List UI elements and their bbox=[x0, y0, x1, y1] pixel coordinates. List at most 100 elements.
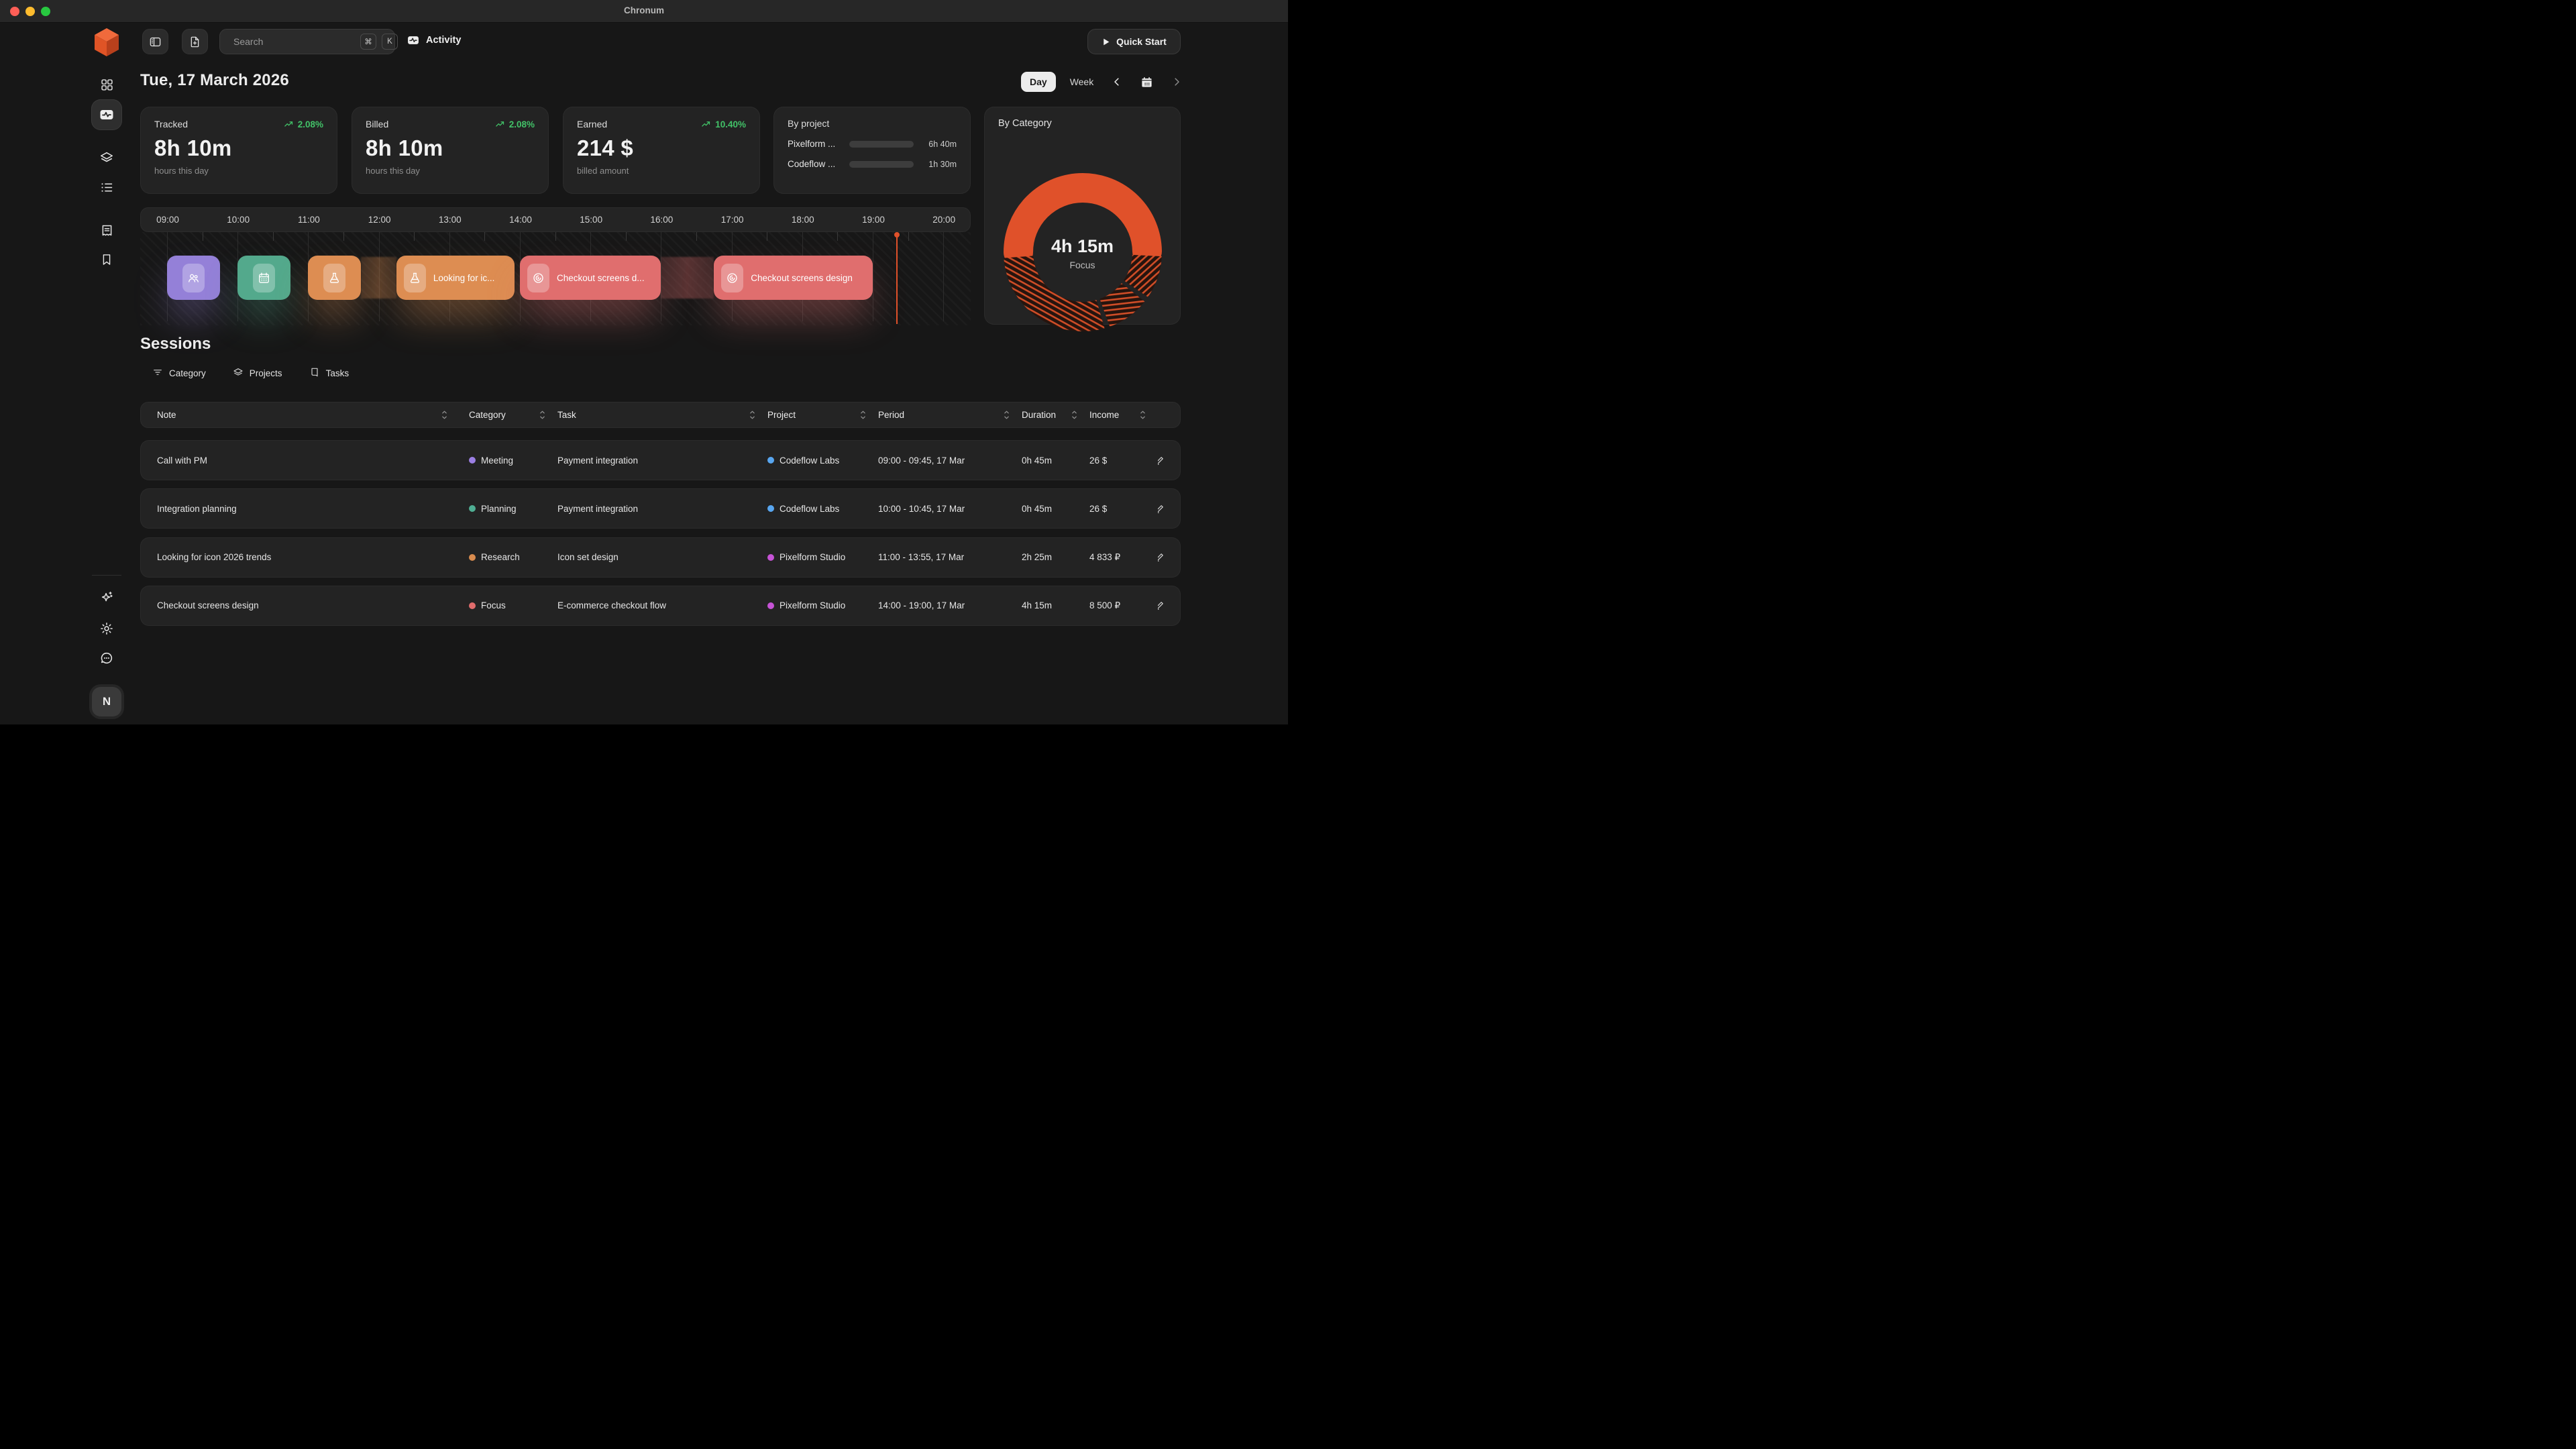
view-day-button[interactable]: Day bbox=[1021, 72, 1056, 92]
toggle-sidebar-button[interactable] bbox=[142, 29, 168, 54]
by-project-card: By project Pixelform ... 6h 40m Codeflow… bbox=[773, 107, 971, 194]
session-income: 26 $ bbox=[1089, 455, 1108, 466]
timeline-event[interactable] bbox=[308, 256, 362, 300]
quick-start-button[interactable]: Quick Start bbox=[1087, 29, 1181, 54]
sort-income-button[interactable] bbox=[1138, 410, 1147, 420]
project-dot bbox=[767, 457, 774, 464]
app-logo[interactable] bbox=[93, 28, 120, 60]
session-period: 11:00 - 13:55, 17 Mar bbox=[878, 552, 965, 563]
tab-activity[interactable]: Activity bbox=[407, 34, 461, 47]
sort-duration-button[interactable] bbox=[1070, 410, 1079, 420]
sidebar-item-projects[interactable] bbox=[91, 142, 122, 173]
session-row[interactable]: Looking for icon 2026 trends Research Ic… bbox=[140, 537, 1181, 578]
session-note: Call with PM bbox=[157, 455, 208, 466]
sort-category-button[interactable] bbox=[538, 410, 547, 420]
timeline-event[interactable] bbox=[237, 256, 291, 300]
cube-logo-icon bbox=[95, 28, 119, 56]
sidebar-item-assistant[interactable] bbox=[91, 582, 122, 613]
calendar-picker-button[interactable] bbox=[1140, 76, 1153, 89]
project-dot bbox=[767, 505, 774, 513]
stat-value: 214 $ bbox=[577, 136, 634, 160]
session-duration: 4h 15m bbox=[1022, 600, 1053, 611]
edit-session-button[interactable] bbox=[1158, 551, 1165, 563]
sort-period-button[interactable] bbox=[1002, 410, 1011, 420]
session-row[interactable]: Checkout screens design Focus E-commerce… bbox=[140, 585, 1181, 626]
cmd-key-hint: ⌘ bbox=[360, 34, 376, 50]
sidebar-item-bookmarks[interactable] bbox=[91, 244, 122, 275]
timeline-hour-label: 19:00 bbox=[862, 215, 885, 225]
sort-icon bbox=[750, 411, 755, 419]
sidebar-item-dashboard[interactable] bbox=[91, 69, 122, 100]
users-icon bbox=[189, 274, 199, 282]
avatar-initial: N bbox=[102, 695, 111, 708]
search-input[interactable]: ⌘ K bbox=[219, 29, 398, 54]
user-avatar[interactable]: N bbox=[92, 687, 121, 716]
layers-icon bbox=[233, 368, 243, 376]
prev-day-button[interactable] bbox=[1111, 76, 1123, 88]
calendar-chip bbox=[253, 263, 276, 292]
category-dot bbox=[469, 602, 476, 609]
category-total-value: 4h 15m bbox=[1051, 236, 1114, 256]
filter-projects[interactable]: Projects bbox=[233, 367, 282, 380]
timeline-event[interactable] bbox=[167, 256, 220, 300]
sidebar-item-feedback[interactable] bbox=[91, 643, 122, 674]
k-key-hint: K bbox=[382, 34, 398, 50]
session-row[interactable]: Integration planning Planning Payment in… bbox=[140, 488, 1181, 529]
sessions-filters: Category Projects Tasks bbox=[152, 367, 349, 380]
gear-icon bbox=[101, 623, 113, 635]
timeline-halfhour-tick bbox=[555, 232, 556, 241]
sidebar-item-activity[interactable] bbox=[91, 99, 122, 130]
session-project: Codeflow Labs bbox=[780, 455, 840, 466]
close-window-button[interactable] bbox=[10, 7, 19, 16]
sort-icon bbox=[442, 411, 447, 419]
timeline-session-pause bbox=[661, 257, 714, 299]
chevron-right-icon bbox=[1175, 78, 1179, 86]
pencil-icon bbox=[1158, 553, 1163, 562]
search-field[interactable] bbox=[233, 36, 355, 47]
sort-icon bbox=[1004, 411, 1009, 419]
project-dot bbox=[767, 553, 774, 561]
target-icon bbox=[533, 272, 543, 283]
sort-note-button[interactable] bbox=[440, 410, 449, 420]
session-category: Planning bbox=[481, 503, 517, 514]
view-week-button[interactable]: Week bbox=[1069, 76, 1094, 87]
timeline-gridline bbox=[943, 232, 945, 321]
trend-up-icon bbox=[495, 121, 504, 127]
filter-tasks[interactable]: Tasks bbox=[309, 367, 349, 380]
sort-task-button[interactable] bbox=[748, 410, 757, 420]
sidebar-item-tasks[interactable] bbox=[91, 172, 122, 203]
edit-session-button[interactable] bbox=[1158, 503, 1165, 515]
timeline-event[interactable]: Checkout screens design bbox=[714, 256, 873, 300]
sparkles-icon bbox=[101, 592, 113, 602]
sidebar-item-settings[interactable] bbox=[91, 613, 122, 644]
category-donut-chart: 4h 15m Focus bbox=[997, 166, 1169, 338]
traffic-lights bbox=[10, 7, 50, 16]
column-header-task: Task bbox=[557, 410, 576, 420]
project-progress-bar bbox=[849, 140, 914, 148]
timeline-event[interactable]: Checkout screens d... bbox=[520, 256, 661, 300]
timeline-event-label: Looking for ic... bbox=[433, 272, 495, 283]
stat-card-earned: Earned 10.40% 214 $ billed amount bbox=[563, 107, 760, 194]
project-progress-row: Codeflow ... 1h 30m bbox=[788, 159, 957, 169]
flask-chip bbox=[323, 263, 346, 292]
timeline-hour-label: 10:00 bbox=[227, 215, 250, 225]
session-category: Meeting bbox=[481, 455, 514, 466]
session-note: Integration planning bbox=[157, 503, 237, 514]
timeline-hour-label: 17:00 bbox=[720, 215, 744, 225]
minimize-window-button[interactable] bbox=[25, 7, 35, 16]
sidebar-item-invoices[interactable] bbox=[91, 215, 122, 246]
timeline-halfhour-tick bbox=[414, 232, 415, 241]
stat-label: Tracked bbox=[154, 119, 189, 129]
stat-value: 8h 10m bbox=[154, 136, 232, 160]
filter-category[interactable]: Category bbox=[152, 367, 206, 380]
sort-project-button[interactable] bbox=[859, 410, 867, 420]
zoom-window-button[interactable] bbox=[41, 7, 50, 16]
next-day-button[interactable] bbox=[1171, 76, 1183, 88]
edit-session-button[interactable] bbox=[1158, 600, 1165, 611]
session-duration: 2h 25m bbox=[1022, 552, 1053, 563]
project-name: Pixelform ... bbox=[788, 139, 836, 149]
session-row[interactable]: Call with PM Meeting Payment integration… bbox=[140, 440, 1181, 480]
edit-session-button[interactable] bbox=[1158, 455, 1165, 466]
new-entry-button[interactable] bbox=[182, 29, 208, 54]
timeline-event[interactable]: Looking for ic... bbox=[396, 256, 515, 300]
